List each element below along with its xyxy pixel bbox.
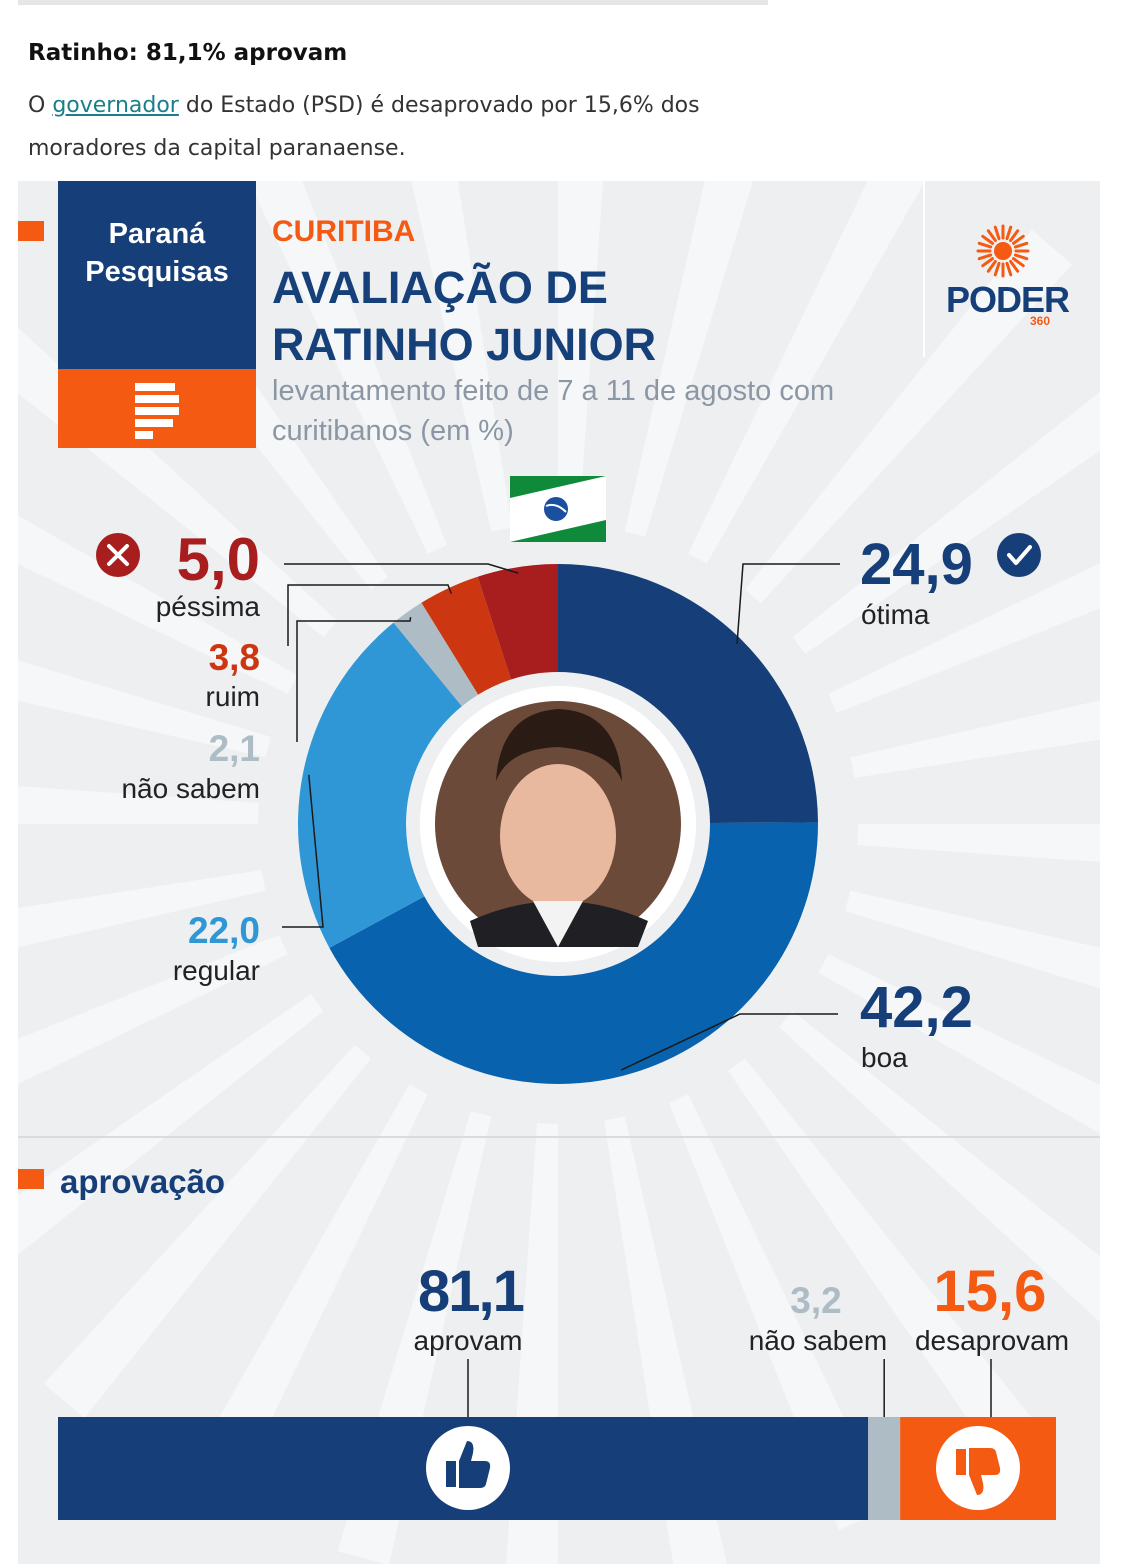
aprovam-value: 81,1: [418, 1259, 525, 1324]
nao-sabem-value: 2,1: [208, 728, 260, 769]
poder-logo-word: PODER: [946, 279, 1070, 320]
article-text-after: do Estado (PSD) é desaprovado por 15,6% …: [28, 93, 700, 161]
leader-line-ruim: [287, 584, 452, 646]
pessima-value: 5,0: [176, 526, 260, 593]
otima-check-icon: [997, 533, 1041, 577]
accent-square: [18, 221, 44, 241]
governador-link[interactable]: governador: [52, 93, 179, 118]
parana-pesquisas-logo: Paraná Pesquisas: [58, 181, 256, 369]
boa-label: boa: [861, 1042, 908, 1073]
thumbs-down-icon: [936, 1426, 1020, 1510]
pessima-x-icon: [96, 533, 140, 577]
article-text-before: O: [28, 93, 53, 118]
approval-title: aprovação: [60, 1163, 226, 1200]
leader-line-pessima: [284, 563, 519, 574]
donut-slice-ruim: [421, 576, 512, 695]
donut-slice-otima: [558, 564, 818, 824]
chart-subtitle: levantamento feito de 7 a 11 de agosto c…: [272, 375, 835, 447]
poder-logo-number: 360: [1030, 314, 1051, 328]
desaprovam-value: 15,6: [933, 1259, 1047, 1324]
accent-square-approval: [18, 1169, 44, 1189]
bar-segment-nao-sabem: [868, 1417, 901, 1520]
poder-sun-icon: [976, 224, 1030, 278]
regular-label: regular: [172, 955, 260, 986]
header-rule: [923, 181, 925, 357]
chart-kicker: CURITIBA: [272, 215, 416, 248]
boa-value: 42,2: [860, 975, 973, 1040]
nao-sabem-approval-value: 3,2: [790, 1280, 842, 1321]
thumbs-up-icon: [426, 1426, 510, 1510]
infographic-card: Paraná Pesquisas CURITIBA AVALIAÇÃO DE R…: [18, 181, 1100, 1564]
article-title: Ratinho: 81,1% aprovam: [28, 40, 348, 66]
donut-slice-boa: [329, 822, 818, 1084]
donut-slice-regular: [298, 622, 462, 948]
ruim-label: ruim: [205, 681, 260, 712]
otima-label: ótima: [861, 599, 930, 630]
leader-line-regular: [282, 774, 324, 928]
article-text: O governador do Estado (PSD) é desaprova…: [28, 84, 748, 170]
leader-line-nao-sabem: [296, 616, 412, 742]
governor-photo: [435, 701, 681, 947]
regular-value: 22,0: [187, 910, 260, 951]
leader-line-otima: [736, 563, 840, 644]
leader-line-boa: [620, 1013, 838, 1071]
parana-pesquisas-p-icon: [58, 369, 256, 448]
top-divider: [18, 0, 768, 5]
approval-bar-chart: [58, 1359, 1056, 1520]
aprovam-label: aprovam: [413, 1325, 523, 1356]
ruim-value: 3,8: [208, 637, 260, 678]
desaprovam-label: desaprovam: [914, 1325, 1070, 1356]
otima-value: 24,9: [860, 532, 973, 597]
donut-slice-nao-sabem: [393, 602, 479, 707]
donut-slice-pessima: [477, 564, 558, 680]
chart-title: AVALIAÇÃO DE RATINHO JUNIOR: [272, 262, 657, 370]
nao-sabem-approval-label: não sabem: [748, 1325, 888, 1356]
section-divider: [18, 1136, 1100, 1138]
donut-chart: [96, 533, 1041, 1084]
logo-name: Paraná Pesquisas: [85, 218, 229, 288]
pessima-label: péssima: [155, 591, 260, 622]
nao-sabem-label: não sabem: [121, 773, 260, 804]
parana-flag-icon: [510, 476, 606, 542]
